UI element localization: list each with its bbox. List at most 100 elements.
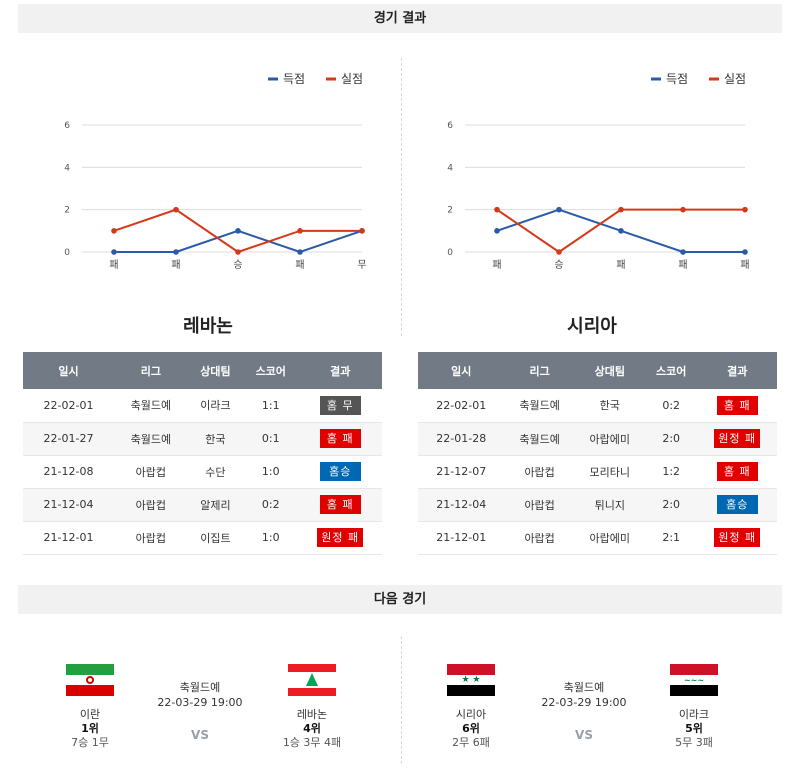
vs-label: VS <box>191 728 209 742</box>
col-score: 스코어 <box>644 352 698 389</box>
match-date: 21-12-04 <box>418 488 505 522</box>
next-match-card: 이란 1위 7승 1무 축월드예 22-03-29 19:00 VS 레바논 4… <box>20 650 380 760</box>
chart-svg: 득점 실점 0 2 4 6 패 패 승 패 무 <box>64 72 366 271</box>
result-badge: 원정 패 <box>317 528 364 547</box>
table-row: 21-12-04 아랍컵 튀니지 2:0 홈승 <box>418 488 777 522</box>
legend-scored-label: 득점 <box>283 72 305 86</box>
match-league: 아랍컵 <box>113 455 188 489</box>
away-team: 레바논 4위 1승 3무 4패 <box>267 664 357 750</box>
x-tick-label: 무 <box>357 260 366 271</box>
result-badge: 홈 패 <box>319 495 361 514</box>
match-opponent: 이라크 <box>187 389 244 423</box>
home-team: 이란 1위 7승 1무 <box>45 664 135 750</box>
match-score: 2:1 <box>644 521 698 555</box>
team-record: 5무 3패 <box>675 736 713 749</box>
iraq-flag-icon: ~~~ <box>670 664 718 696</box>
team-rank: 6위 <box>462 722 480 735</box>
match-result: 홈승 <box>298 455 382 489</box>
team-name: 이란 <box>79 708 101 721</box>
x-tick-label: 패 <box>109 259 118 271</box>
table-row: 21-12-07 아랍컵 모리타니 1:2 홈 패 <box>418 455 777 489</box>
legend-scored-label: 득점 <box>666 72 688 86</box>
lebanon-score-chart: 득점 실점 0 2 4 6 패 패 승 패 무 <box>22 60 392 280</box>
match-opponent: 알제리 <box>187 488 244 522</box>
y-tick-label: 6 <box>64 121 70 131</box>
scored-series-line <box>114 229 363 254</box>
col-date: 일시 <box>23 352 114 389</box>
conceded-point <box>111 228 117 234</box>
result-badge: 원정 패 <box>714 528 761 547</box>
team-name: 시리아 <box>455 708 487 721</box>
result-badge: 홈승 <box>319 462 361 481</box>
match-date: 22-01-28 <box>418 422 505 456</box>
match-result: 원정 패 <box>697 422 777 456</box>
table-header-row: 일시 리그 상대팀 스코어 결과 <box>418 352 777 389</box>
match-info: 축월드예 22-03-29 19:00 <box>150 680 250 710</box>
team-name: 이라크 <box>678 708 710 721</box>
team-title-syria: 시리아 <box>567 316 617 337</box>
match-score: 1:1 <box>243 389 299 423</box>
team-record: 2무 6패 <box>452 736 490 749</box>
match-score: 1:0 <box>243 521 299 555</box>
match-league: 축월드예 <box>504 389 575 423</box>
syria-flag-icon: ★ ★ <box>447 664 495 696</box>
scored-point <box>297 249 303 255</box>
match-date: 21-12-07 <box>418 455 505 489</box>
result-badge: 홈승 <box>716 495 758 514</box>
match-date: 22-02-01 <box>23 389 114 423</box>
match-info: 축월드예 22-03-29 19:00 <box>534 680 634 710</box>
conceded-point <box>680 206 686 213</box>
lebanon-results-table: 일시 리그 상대팀 스코어 결과 22-02-01 축월드예 이라크 1:1 홈 무 22… <box>23 352 382 555</box>
match-score: 2:0 <box>644 488 698 522</box>
scored-point <box>173 249 179 255</box>
col-result: 결과 <box>298 352 382 389</box>
match-date: 22-01-27 <box>23 422 114 456</box>
y-tick-label: 4 <box>447 163 453 173</box>
conceded-point <box>359 228 365 234</box>
match-datetime: 22-03-29 19:00 <box>157 696 243 709</box>
match-opponent: 한국 <box>574 389 645 423</box>
match-league: 축월드예 <box>563 681 605 694</box>
match-opponent: 아랍에미 <box>574 521 645 555</box>
chart-svg: 득점 실점 0 2 4 6 패 승 패 패 패 <box>447 72 749 271</box>
x-tick-label: 승 <box>554 259 563 271</box>
match-score: 0:2 <box>644 389 698 423</box>
conceded-point <box>173 206 179 213</box>
team-record: 7승 1무 <box>71 736 109 749</box>
match-result: 원정 패 <box>298 521 382 555</box>
match-result: 홈 패 <box>697 389 777 423</box>
match-opponent: 한국 <box>187 422 244 456</box>
match-result: 홈 패 <box>697 455 777 489</box>
scored-point <box>742 249 748 255</box>
x-tick-label: 패 <box>678 259 687 271</box>
scored-point <box>494 228 500 234</box>
col-date: 일시 <box>418 352 505 389</box>
match-league: 아랍컵 <box>113 521 188 555</box>
result-badge: 홈 무 <box>319 395 361 415</box>
match-league: 아랍컵 <box>113 488 188 522</box>
match-datetime: 22-03-29 19:00 <box>541 696 627 709</box>
col-result: 결과 <box>697 352 777 389</box>
table-header-row: 일시 리그 상대팀 스코어 결과 <box>23 352 382 389</box>
vs-label: VS <box>575 728 593 742</box>
col-opponent: 상대팀 <box>187 352 244 389</box>
col-league: 리그 <box>504 352 575 389</box>
match-opponent: 아랍에미 <box>574 422 645 456</box>
conceded-point <box>618 206 624 213</box>
match-result: 홈 무 <box>298 389 382 423</box>
home-team: ★ ★ 시리아 6위 2무 6패 <box>426 664 516 750</box>
result-badge: 홈 패 <box>716 462 758 481</box>
match-result: 홈승 <box>697 488 777 522</box>
match-league: 아랍컵 <box>504 455 575 489</box>
conceded-point <box>556 249 562 255</box>
match-league: 아랍컵 <box>504 521 575 555</box>
team-rank: 4위 <box>303 722 321 735</box>
conceded-point <box>494 206 500 213</box>
team-rank: 1위 <box>81 722 99 735</box>
next-match-section-title: 다음 경기 <box>18 585 782 614</box>
x-tick-label: 패 <box>295 259 304 271</box>
match-league: 축월드예 <box>504 422 575 456</box>
syria-results-table: 일시 리그 상대팀 스코어 결과 22-02-01 축월드예 한국 0:2 홈 패 22-… <box>418 352 777 555</box>
scored-point <box>111 249 117 255</box>
scored-point <box>235 228 241 234</box>
